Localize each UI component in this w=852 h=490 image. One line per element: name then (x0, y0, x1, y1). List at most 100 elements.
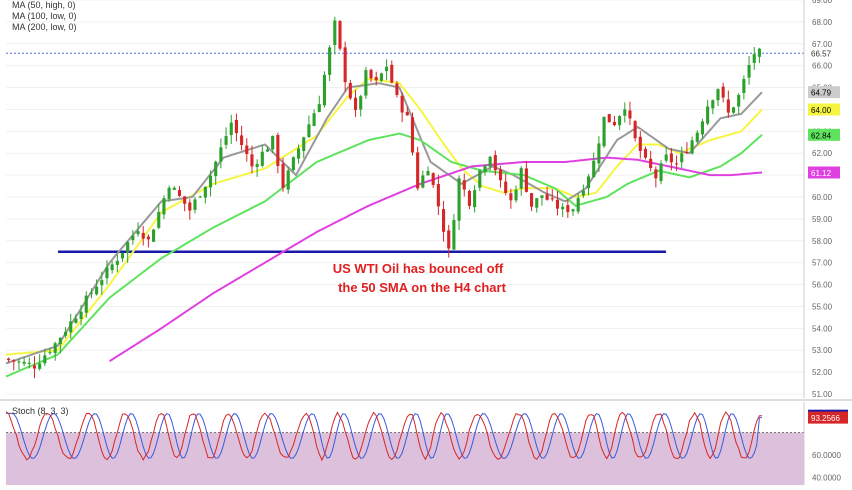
candle-up (359, 94, 363, 117)
svg-text:66.57: 66.57 (811, 50, 832, 59)
svg-text:61.12: 61.12 (811, 169, 832, 178)
candle-up (162, 195, 166, 220)
candle-up (322, 71, 327, 108)
candle-up (618, 115, 622, 131)
candle-down (566, 199, 570, 218)
candle-down (721, 82, 725, 103)
stoch-lines (5, 410, 762, 462)
candle-down (374, 71, 378, 86)
candle-up (659, 160, 663, 185)
candle-up (286, 167, 290, 194)
candle-down (675, 155, 679, 171)
candle-up (224, 127, 228, 149)
candle-down (395, 80, 399, 98)
candle-up (74, 314, 78, 324)
candlesticks (7, 16, 761, 379)
candle-up (115, 254, 119, 273)
candle-down (550, 189, 554, 202)
candle-up (592, 152, 596, 178)
candle-up (478, 169, 482, 192)
candle-up (58, 337, 62, 354)
candle-up (219, 138, 223, 169)
candle-up (255, 159, 259, 177)
candle-down (649, 150, 653, 172)
candle-down (7, 357, 11, 363)
candle-up (540, 195, 544, 206)
candle-up (473, 185, 477, 213)
candle-down (338, 20, 342, 51)
price-plot-area (0, 0, 804, 398)
candle-down (633, 119, 637, 142)
stoch-tick-label: 60.0000 (812, 451, 841, 460)
candle-down (436, 174, 440, 215)
candle-up (535, 197, 539, 213)
price-tick-label: 66.00 (812, 62, 833, 71)
candle-up (716, 88, 720, 107)
candle-up (602, 116, 606, 148)
candle-up (79, 304, 83, 326)
candle-up (571, 208, 575, 216)
stoch-value-tag: 93.2566 (808, 411, 848, 424)
candle-down (654, 166, 658, 188)
candle-down (240, 125, 244, 151)
price-tick-label: 53.00 (812, 346, 833, 355)
stochastic-panel: 60.0000 40.0000 94.959593.2566 Stoch (8, … (0, 402, 848, 485)
ma50-line (5, 77, 763, 356)
svg-text:64.79: 64.79 (811, 89, 832, 98)
stoch-k-line (5, 410, 762, 462)
candle-up (307, 115, 311, 139)
price-tick-label: 62.00 (812, 149, 833, 158)
candle-up (379, 72, 383, 83)
candle-down (498, 165, 503, 188)
price-tick-label: 55.00 (812, 302, 833, 311)
candle-up (110, 261, 114, 274)
candle-down (628, 101, 632, 126)
candle-down (390, 60, 394, 84)
candle-up (690, 136, 694, 155)
legend-ma100: MA (100, low, 0) (12, 11, 77, 21)
candle-down (400, 92, 404, 123)
candle-down (188, 199, 192, 220)
price-tick-label: 51.00 (812, 390, 833, 399)
candle-up (63, 327, 68, 339)
candle-down (643, 146, 648, 160)
candle-up (69, 313, 73, 339)
candle-up (328, 45, 332, 82)
candle-up (48, 347, 52, 355)
candle-down (177, 186, 182, 197)
candle-up (488, 155, 492, 171)
price-tick-label: 52.00 (812, 368, 833, 377)
legend-ma200: MA (200, low, 0) (12, 22, 77, 32)
stoch-value-labels: 94.959593.2566 (808, 409, 848, 424)
candle-up (514, 185, 518, 203)
candle-up (706, 99, 710, 126)
candle-down (245, 138, 249, 162)
candle-up (302, 136, 306, 159)
candle-up (483, 164, 487, 176)
price-tick-label: 54.00 (812, 324, 833, 333)
stoch-overbought-zone (6, 432, 804, 485)
candle-up (576, 192, 580, 214)
candle-up (126, 241, 130, 263)
candle-up (364, 66, 368, 99)
stoch-axis[interactable]: 60.0000 40.0000 (803, 402, 841, 485)
price-label-tag: 64.00 (808, 103, 840, 116)
price-axis[interactable]: 69.0068.0067.0066.0065.0064.0063.0062.00… (803, 0, 833, 399)
candle-down (726, 90, 730, 118)
candle-up (172, 186, 176, 190)
candle-down (343, 41, 347, 92)
svg-text:62.84: 62.84 (811, 131, 832, 140)
candle-up (38, 354, 42, 371)
price-panel: 69.0068.0067.0066.0065.0064.0063.0062.00… (0, 0, 840, 399)
candle-up (742, 75, 746, 100)
candle-down (524, 160, 528, 193)
candle-up (17, 358, 21, 370)
candle-up (136, 222, 140, 237)
svg-text:64.00: 64.00 (811, 106, 832, 115)
candle-down (281, 157, 285, 192)
candle-up (157, 203, 161, 230)
candle-down (509, 188, 513, 209)
price-value-labels: 66.57 64.79 64.00 62.84 61.12 (808, 47, 840, 179)
candle-up (95, 279, 99, 296)
